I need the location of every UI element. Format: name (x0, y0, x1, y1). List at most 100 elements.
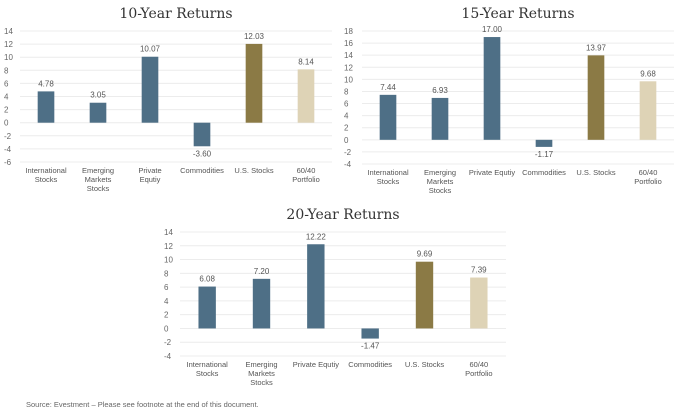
y-tick-label: 14 (4, 27, 13, 36)
category-label: Markets (85, 175, 112, 184)
y-tick-label: 10 (164, 256, 173, 265)
chart-20-year-svg: 20-Year Returns 14 12 10 8 6 4 2 0 -2 -4 6.08 Intern… (164, 207, 506, 387)
y-tick-label: 14 (344, 51, 353, 60)
y-tick-label: 14 (164, 228, 173, 237)
data-label: 17.00 (482, 25, 503, 34)
bar (141, 56, 159, 123)
bar (379, 94, 397, 140)
y-tick-label: 10 (344, 75, 353, 84)
category-label: Stocks (196, 369, 219, 378)
category-label: Portfolio (465, 369, 493, 378)
category-label: Stocks (87, 184, 110, 193)
category-label: Stocks (377, 177, 400, 186)
y-tick-label: -2 (164, 338, 172, 347)
data-label: 7.39 (471, 266, 487, 275)
bar (89, 102, 107, 123)
category-label: Portfolio (634, 177, 662, 186)
data-label: -1.47 (361, 342, 380, 351)
y-tick-label: 0 (164, 324, 169, 333)
y-tick-label: 2 (164, 311, 169, 320)
y-tick-label: 2 (344, 124, 349, 133)
category-label: Emerging (82, 166, 114, 175)
data-label: 7.44 (380, 83, 396, 92)
y-tick-label: 4 (4, 93, 9, 102)
bar (470, 277, 488, 329)
category-label: Markets (248, 369, 275, 378)
category-label: Commodities (522, 168, 566, 177)
chart-title: 10-Year Returns (119, 6, 232, 22)
category-label: 60/40 (469, 360, 488, 369)
data-label: -1.17 (535, 150, 554, 159)
y-tick-label: 0 (344, 136, 349, 145)
category-label: U.S. Stocks (405, 360, 444, 369)
y-tick-label: 12 (164, 242, 173, 251)
data-label: 4.78 (38, 79, 54, 88)
category-label: U.S. Stocks (234, 166, 273, 175)
category-label: International (367, 168, 409, 177)
y-tick-label: 8 (4, 66, 9, 75)
data-label: 6.93 (432, 86, 448, 95)
source-footnote: Source: Evestment – Please see footnote … (26, 400, 259, 409)
data-label: 12.03 (244, 32, 265, 41)
data-label: 9.68 (640, 69, 656, 78)
y-tick-label: -4 (344, 160, 352, 169)
data-label: 8.14 (298, 57, 314, 66)
y-tick-label: 6 (4, 79, 9, 88)
bar (415, 261, 434, 329)
category-label: Portfolio (292, 175, 320, 184)
chart-title: 20-Year Returns (286, 207, 399, 223)
data-label: 7.20 (254, 267, 270, 276)
category-label: Stocks (429, 186, 452, 195)
data-label: 9.69 (417, 250, 433, 259)
category-label: 60/40 (297, 166, 316, 175)
y-tick-label: 10 (4, 53, 13, 62)
bar (431, 97, 449, 140)
category-label: Stocks (250, 378, 273, 387)
data-label: 12.22 (306, 232, 327, 241)
category-label: Commodities (348, 360, 392, 369)
y-tick-label: 6 (164, 283, 169, 292)
y-tick-label: 4 (164, 297, 169, 306)
category-label: International (25, 166, 67, 175)
chart-title: 15-Year Returns (461, 6, 574, 22)
y-tick-label: 0 (4, 119, 9, 128)
y-tick-label: -4 (4, 145, 12, 154)
bar (307, 244, 325, 329)
data-label: 6.08 (199, 275, 215, 284)
data-label: 3.05 (90, 91, 106, 100)
y-tick-label: 12 (344, 63, 353, 72)
bar (193, 122, 211, 147)
bar (37, 91, 55, 123)
category-label: Private (138, 166, 161, 175)
bar (639, 81, 657, 140)
bar (252, 278, 271, 329)
category-label: 60/40 (639, 168, 658, 177)
category-label: Commodities (180, 166, 224, 175)
chart-15-year-svg: 15-Year Returns 18 16 14 12 10 8 6 4 2 0 -2 -4 7.44 In… (344, 6, 674, 195)
bar (245, 43, 263, 123)
category-label: Emerging (245, 360, 277, 369)
y-tick-label: -2 (4, 132, 12, 141)
data-label: -3.60 (193, 149, 212, 158)
category-label: Private Equtiy (469, 168, 516, 177)
data-label: 10.07 (140, 45, 161, 54)
chart-20-year: 20-Year Returns 14 12 10 8 6 4 2 0 -2 -4 6.08 Intern… (160, 200, 520, 400)
y-tick-label: 8 (344, 87, 349, 96)
chart-10-year-svg: 10-Year Returns 14 12 10 8 6 4 2 0 -2 -4 -6 4.78 Inte… (4, 6, 332, 193)
chart-10-year: 10-Year Returns 14 12 10 8 6 4 2 0 -2 -4 -6 4.78 Inte… (0, 0, 340, 200)
bar (297, 69, 315, 123)
chart-15-year: 15-Year Returns 18 16 14 12 10 8 6 4 2 0 -2 -4 7.44 In… (340, 0, 684, 200)
y-tick-label: 12 (4, 40, 13, 49)
category-label: International (187, 360, 229, 369)
y-tick-label: 6 (344, 100, 349, 109)
y-tick-label: -6 (4, 158, 12, 167)
y-tick-label: -2 (344, 148, 352, 157)
y-tick-label: 18 (344, 27, 353, 36)
category-label: Equtiy (140, 175, 161, 184)
bar (587, 55, 605, 140)
category-label: Emerging (424, 168, 456, 177)
y-tick-label: 4 (344, 112, 349, 121)
bar (198, 286, 216, 329)
bar (535, 139, 553, 147)
bar (361, 328, 379, 339)
